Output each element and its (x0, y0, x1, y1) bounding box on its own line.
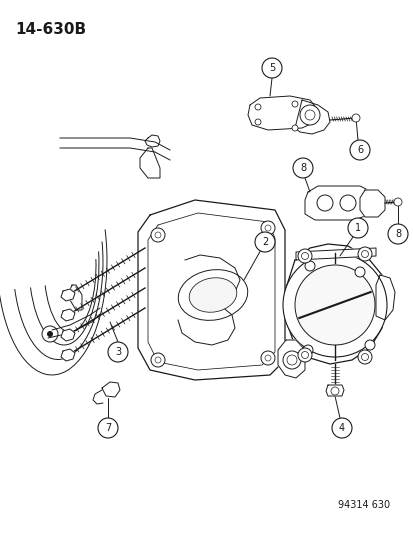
Circle shape (254, 232, 274, 252)
Polygon shape (61, 289, 75, 301)
Circle shape (98, 418, 118, 438)
Polygon shape (359, 190, 384, 217)
Text: 3: 3 (115, 347, 121, 357)
Circle shape (354, 267, 364, 277)
Polygon shape (325, 385, 343, 396)
Circle shape (364, 340, 374, 350)
Circle shape (260, 351, 274, 365)
Circle shape (47, 331, 53, 337)
Circle shape (357, 247, 371, 261)
Ellipse shape (178, 270, 247, 320)
Polygon shape (277, 340, 304, 378)
Polygon shape (140, 148, 159, 178)
Circle shape (297, 249, 311, 263)
Polygon shape (61, 329, 75, 341)
Circle shape (292, 158, 312, 178)
Polygon shape (295, 248, 375, 260)
Circle shape (261, 58, 281, 78)
Circle shape (291, 125, 297, 131)
Text: 94314 630: 94314 630 (337, 500, 389, 510)
Polygon shape (285, 244, 384, 364)
Circle shape (254, 104, 260, 110)
Text: 6: 6 (356, 145, 362, 155)
Circle shape (254, 119, 260, 125)
Text: 2: 2 (261, 237, 268, 247)
Polygon shape (145, 135, 159, 147)
Circle shape (108, 342, 128, 362)
Circle shape (304, 261, 314, 271)
Polygon shape (294, 100, 329, 134)
Text: 8: 8 (394, 229, 400, 239)
Circle shape (42, 326, 58, 342)
Text: 4: 4 (338, 423, 344, 433)
Polygon shape (247, 96, 317, 130)
Circle shape (264, 355, 271, 361)
Circle shape (351, 114, 359, 122)
Circle shape (357, 350, 371, 364)
Circle shape (297, 348, 311, 362)
Circle shape (282, 253, 386, 357)
Polygon shape (102, 382, 120, 397)
Circle shape (302, 345, 312, 355)
Circle shape (291, 101, 297, 107)
Circle shape (154, 232, 161, 238)
Circle shape (154, 357, 161, 363)
Text: 1: 1 (354, 223, 360, 233)
Circle shape (347, 218, 367, 238)
Circle shape (151, 228, 165, 242)
Circle shape (260, 221, 274, 235)
Circle shape (387, 224, 407, 244)
Polygon shape (147, 213, 274, 370)
Circle shape (299, 105, 319, 125)
Circle shape (294, 265, 374, 345)
Ellipse shape (189, 278, 236, 312)
Polygon shape (375, 275, 394, 320)
Circle shape (349, 140, 369, 160)
Text: 7: 7 (104, 423, 111, 433)
Text: 14-630B: 14-630B (15, 22, 86, 37)
Polygon shape (70, 285, 82, 310)
Polygon shape (138, 200, 284, 380)
Polygon shape (61, 349, 75, 361)
Polygon shape (304, 186, 373, 220)
Circle shape (393, 198, 401, 206)
Polygon shape (61, 309, 75, 321)
Circle shape (151, 353, 165, 367)
Text: 8: 8 (299, 163, 305, 173)
Circle shape (331, 418, 351, 438)
Circle shape (264, 225, 271, 231)
Text: 5: 5 (268, 63, 275, 73)
